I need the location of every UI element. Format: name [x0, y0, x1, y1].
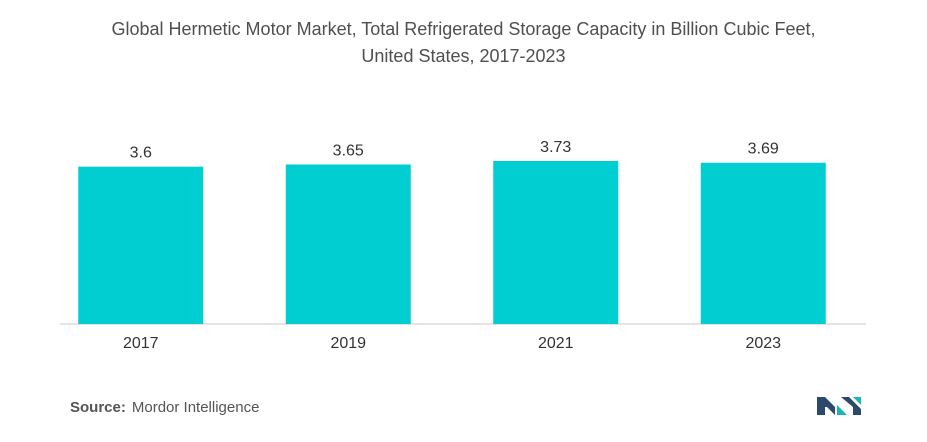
chart-title-line-2: United States, 2017-2023	[361, 46, 566, 66]
source-note: Source: Mordor Intelligence	[70, 399, 259, 416]
chart-title: Global Hermetic Motor Market, Total Refr…	[0, 16, 927, 70]
bar-value-label-2023: 3.69	[748, 141, 779, 158]
bar-2017[interactable]	[78, 166, 204, 324]
mordor-intelligence-logo	[817, 397, 861, 415]
x-tick-label-2019: 2019	[330, 335, 366, 352]
x-tick-label-2021: 2021	[538, 335, 574, 352]
chart-title-line-1: Global Hermetic Motor Market, Total Refr…	[111, 19, 816, 39]
bar-2019[interactable]	[285, 164, 411, 324]
x-tick-label-2023: 2023	[745, 335, 781, 352]
source-label: Source:	[70, 399, 126, 416]
source-value: Mordor Intelligence	[131, 399, 260, 416]
bar-2021[interactable]	[493, 161, 619, 324]
bar-value-label-2017: 3.6	[130, 145, 152, 162]
x-tick-label-2017: 2017	[123, 335, 159, 352]
bar-value-label-2019: 3.65	[333, 142, 364, 159]
bar-2023[interactable]	[700, 162, 826, 324]
bar-value-label-2021: 3.73	[540, 139, 571, 156]
